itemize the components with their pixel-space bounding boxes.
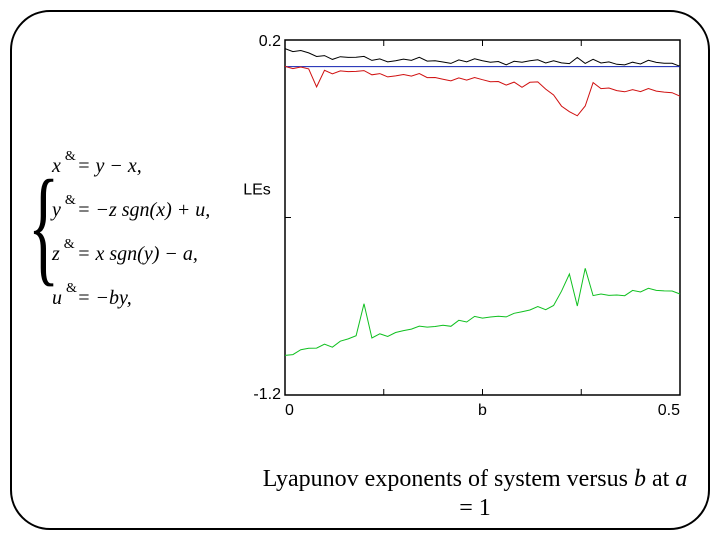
chart-caption: Lyapunov exponents of system versus b at…: [260, 465, 690, 523]
eq-rhs: = x sgn(y) − a,: [77, 243, 198, 265]
eq-row: u& = −by,: [52, 287, 132, 310]
eq-var: z: [52, 243, 60, 265]
eq-row: x& = y − x,: [52, 155, 142, 178]
eq-var: u: [52, 287, 62, 309]
caption-var-a: a: [675, 466, 687, 492]
svg-text:-1.2: -1.2: [253, 386, 281, 403]
caption-text: = 1: [459, 495, 491, 521]
chart-svg: 0.2 -1.20 0.5 b LEs: [230, 30, 690, 430]
eq-rhs: = y − x,: [77, 155, 142, 177]
svg-text:0.5: 0.5: [658, 402, 680, 419]
eq-var: y: [52, 199, 61, 221]
eq-rhs: = −z sgn(x) + u,: [77, 199, 210, 221]
caption-var-b: b: [634, 466, 646, 492]
eq-var: x: [52, 155, 61, 177]
caption-text: at: [646, 466, 675, 492]
eq-row: y& = −z sgn(x) + u,: [52, 199, 210, 222]
eq-rhs: = −by,: [77, 287, 132, 309]
svg-text:0: 0: [285, 402, 294, 419]
caption-text: Lyapunov exponents of system versus: [263, 466, 634, 492]
lyapunov-chart: 0.2 -1.20 0.5 b LEs: [230, 30, 690, 430]
brace-icon: {: [28, 165, 59, 289]
svg-text:0.2: 0.2: [259, 33, 281, 50]
eq-row: z& = x sgn(y) − a,: [52, 243, 198, 266]
svg-text:b: b: [478, 402, 487, 419]
svg-text:LEs: LEs: [243, 181, 271, 198]
